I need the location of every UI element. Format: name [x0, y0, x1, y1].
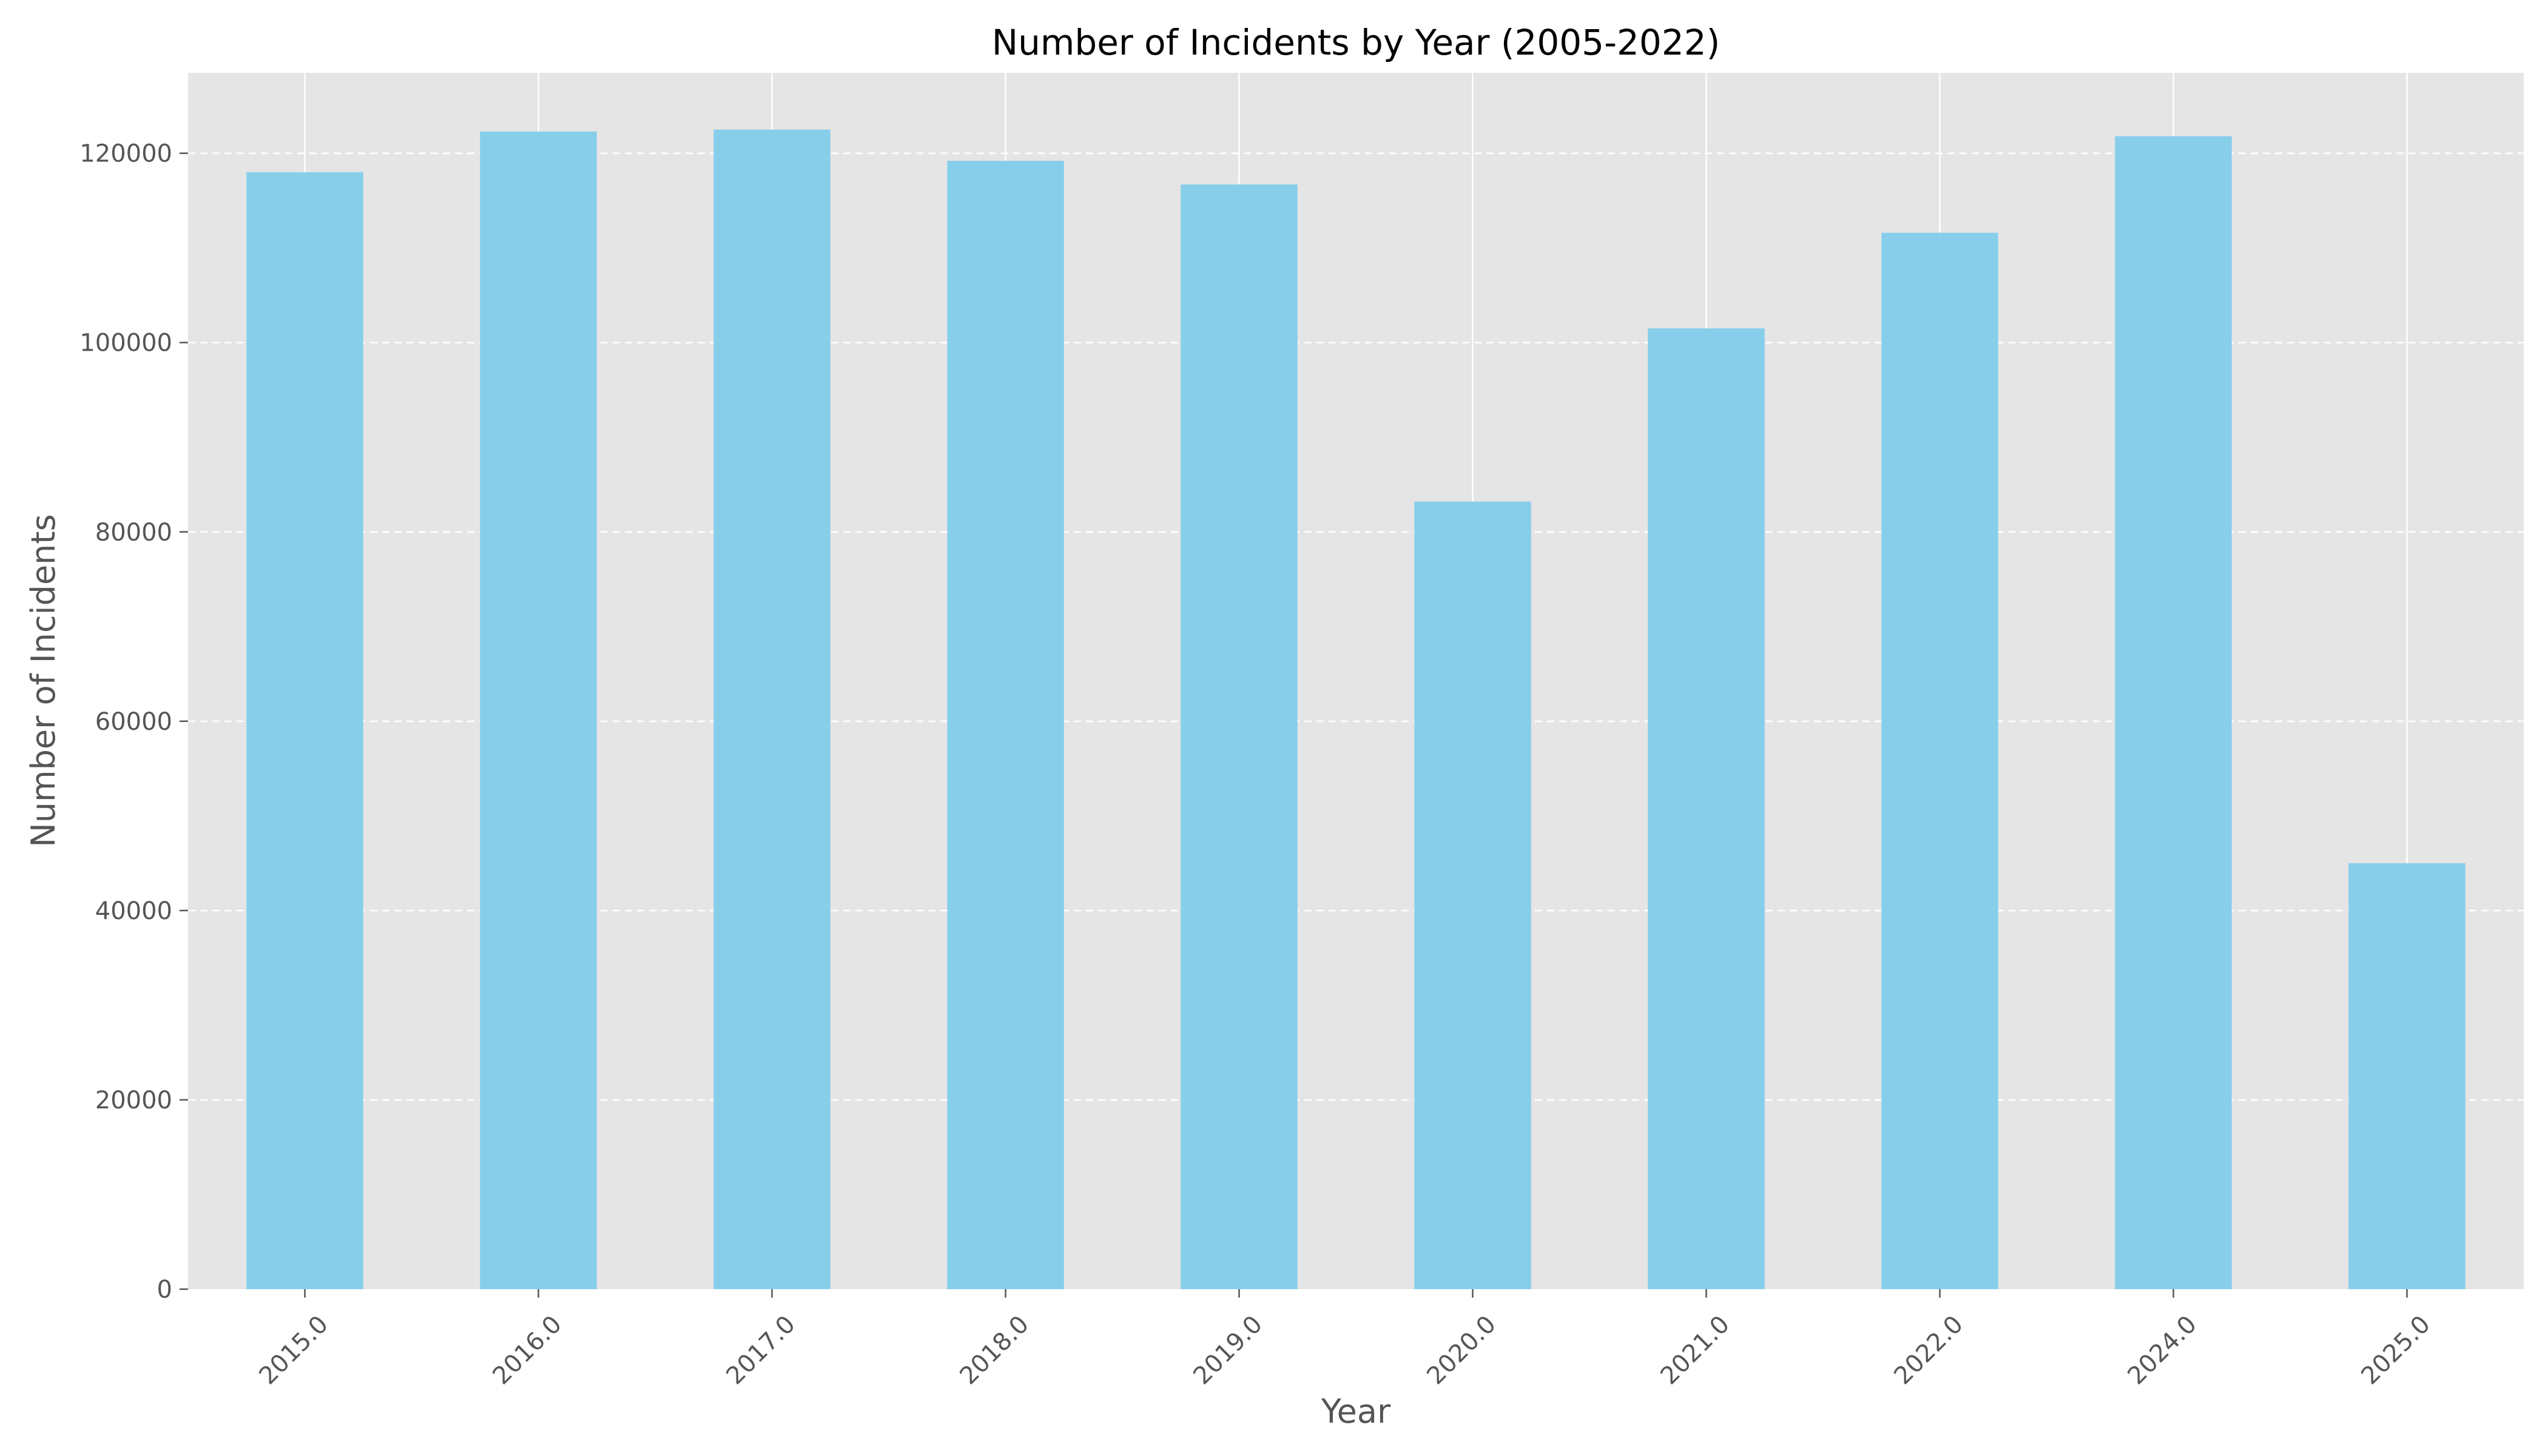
y-tick-label: 60000: [95, 708, 172, 736]
x-tick-label: 2020.0: [1421, 1310, 1501, 1390]
bar: [2348, 863, 2465, 1289]
bar: [947, 161, 1064, 1290]
x-tick-label: 2025.0: [2356, 1310, 2435, 1390]
y-tick-label: 100000: [79, 329, 172, 357]
y-axis-label: Number of Incidents: [24, 514, 62, 847]
x-tick-label: 2024.0: [2122, 1310, 2202, 1390]
x-tick-label: 2018.0: [954, 1310, 1034, 1390]
x-tick-label: 2015.0: [254, 1310, 333, 1390]
y-tick-label: 20000: [95, 1087, 172, 1114]
bar: [1414, 501, 1531, 1289]
x-axis-ticks: 2015.0 2016.0 2017.0 2018.0 2019.0 2020.0 2021…: [254, 1289, 2436, 1390]
y-tick-label: 40000: [95, 897, 172, 925]
x-tick-label: 2021.0: [1655, 1310, 1734, 1390]
x-tick-label: 2022.0: [1889, 1310, 1968, 1390]
bars: [246, 129, 2465, 1290]
bar: [2115, 136, 2232, 1289]
bar: [713, 129, 831, 1290]
y-tick-label: 120000: [79, 140, 172, 168]
y-tick-label: 0: [157, 1276, 172, 1304]
x-tick-label: 2016.0: [487, 1310, 567, 1390]
x-tick-label: 2019.0: [1188, 1310, 1267, 1390]
x-tick-label: 2017.0: [721, 1310, 800, 1390]
chart-title: Number of Incidents by Year (2005-2022): [992, 22, 1721, 63]
bar: [1648, 328, 1765, 1289]
bar: [246, 172, 363, 1290]
x-axis-label: Year: [1321, 1392, 1391, 1431]
y-axis-ticks: 0 20000 40000 60000 80000 100000 120000: [79, 140, 188, 1304]
bar: [1881, 232, 1998, 1289]
bar: [480, 131, 597, 1290]
y-tick-label: 80000: [95, 519, 172, 547]
bar: [1181, 184, 1298, 1290]
